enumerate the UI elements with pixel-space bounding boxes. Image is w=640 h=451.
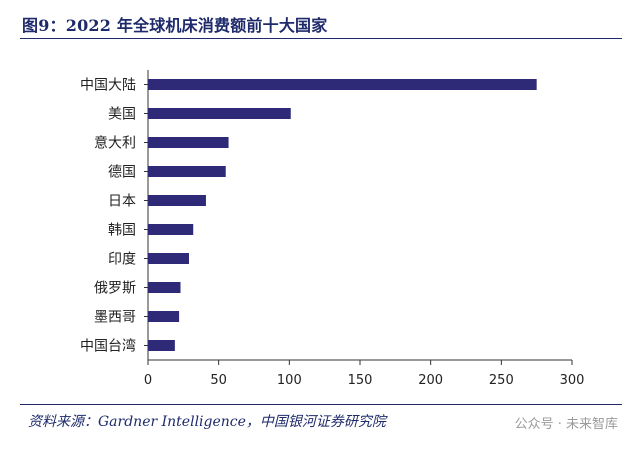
title-divider (20, 38, 622, 39)
x-tick-label-0: 0 (144, 373, 152, 388)
bar-4 (148, 195, 206, 206)
category-label-7: 俄罗斯 (94, 281, 136, 297)
category-label-8: 墨西哥 (94, 310, 136, 326)
x-tick-label-4: 200 (418, 373, 443, 388)
category-label-2: 意大利 (94, 135, 136, 152)
watermark: 公众号 · 未来智库 (514, 417, 618, 432)
x-tick-label-5: 250 (489, 373, 514, 388)
bar-5 (148, 224, 194, 235)
category-label-4: 日本 (108, 194, 136, 210)
x-tick-label-6: 300 (560, 373, 585, 388)
bar-7 (148, 282, 181, 293)
x-tick-label-3: 150 (348, 373, 373, 388)
source-note: 资料来源：Gardner Intelligence，中国银河证券研究院 (28, 414, 386, 430)
category-label-9: 中国台湾 (80, 338, 136, 355)
category-label-6: 印度 (108, 252, 136, 268)
bar-9 (148, 340, 175, 351)
bar-8 (148, 311, 180, 322)
category-label-3: 德国 (108, 165, 136, 181)
source-divider (20, 404, 622, 405)
x-tick-label-2: 100 (277, 373, 302, 388)
bar-3 (148, 166, 226, 177)
bar-2 (148, 137, 229, 148)
bar-0 (148, 79, 537, 90)
chart-title: 图9：2022 年全球机床消费额前十大国家 (22, 16, 328, 35)
category-label-0: 中国大陆 (80, 78, 136, 94)
category-label-5: 韩国 (108, 223, 136, 239)
bar-1 (148, 108, 291, 119)
bar-6 (148, 253, 189, 264)
x-tick-label-1: 50 (210, 373, 227, 388)
category-label-1: 美国 (108, 107, 136, 123)
